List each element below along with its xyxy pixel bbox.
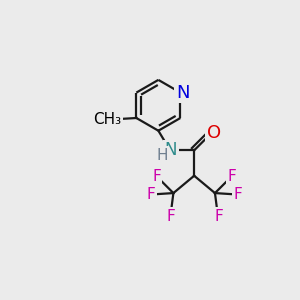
Text: F: F xyxy=(233,187,242,202)
Text: F: F xyxy=(167,209,176,224)
Text: F: F xyxy=(146,187,155,202)
Text: N: N xyxy=(165,141,177,159)
Text: H: H xyxy=(156,148,168,163)
Text: F: F xyxy=(152,169,161,184)
Text: F: F xyxy=(227,169,236,184)
Text: O: O xyxy=(207,124,221,142)
Text: N: N xyxy=(176,84,189,102)
Text: CH₃: CH₃ xyxy=(93,112,121,127)
Text: F: F xyxy=(214,209,223,224)
